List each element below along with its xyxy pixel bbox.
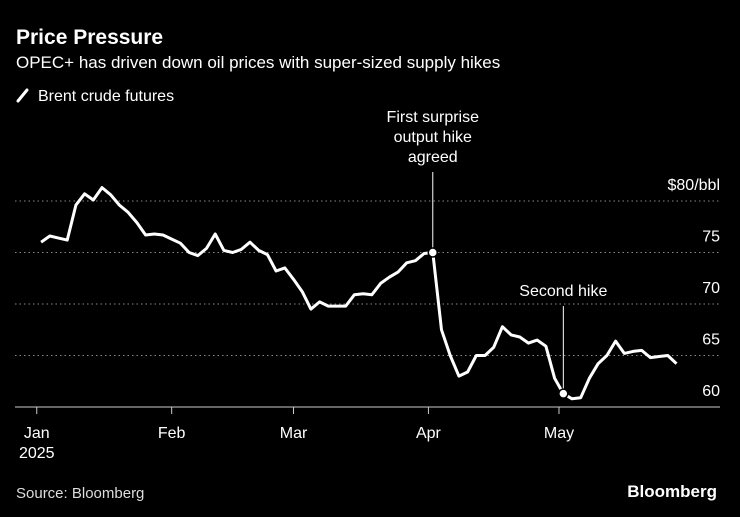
x-tick-label: Apr [416, 425, 442, 442]
annotation-text: output hike [394, 129, 472, 146]
x-year-label: 2025 [19, 445, 55, 462]
annotation-text: agreed [408, 149, 458, 166]
x-tick-label: Mar [280, 425, 308, 442]
y-tick-label: 70 [702, 280, 720, 297]
annotation-dot [427, 247, 439, 258]
brand: Bloomberg [627, 482, 717, 501]
legend-swatch [16, 88, 29, 103]
y-tick-label: $80/bbl [668, 177, 721, 194]
y-tick-label: 65 [702, 332, 720, 349]
legend-label: Brent crude futures [38, 88, 174, 105]
source: Source: Bloomberg [16, 485, 144, 502]
x-tick-label: Jan [24, 425, 50, 442]
chart-title: Price Pressure [16, 26, 163, 49]
y-tick-label: 75 [702, 229, 720, 246]
annotation-text: Second hike [519, 283, 607, 300]
series-line [40, 186, 678, 401]
annotation-text: First surprise [387, 109, 480, 126]
y-tick-label: 60 [702, 383, 720, 400]
chart-subtitle: OPEC+ has driven down oil prices with su… [16, 53, 500, 72]
annotation-dot [558, 388, 569, 399]
x-tick-label: May [544, 425, 574, 442]
x-tick-label: Feb [158, 425, 186, 442]
